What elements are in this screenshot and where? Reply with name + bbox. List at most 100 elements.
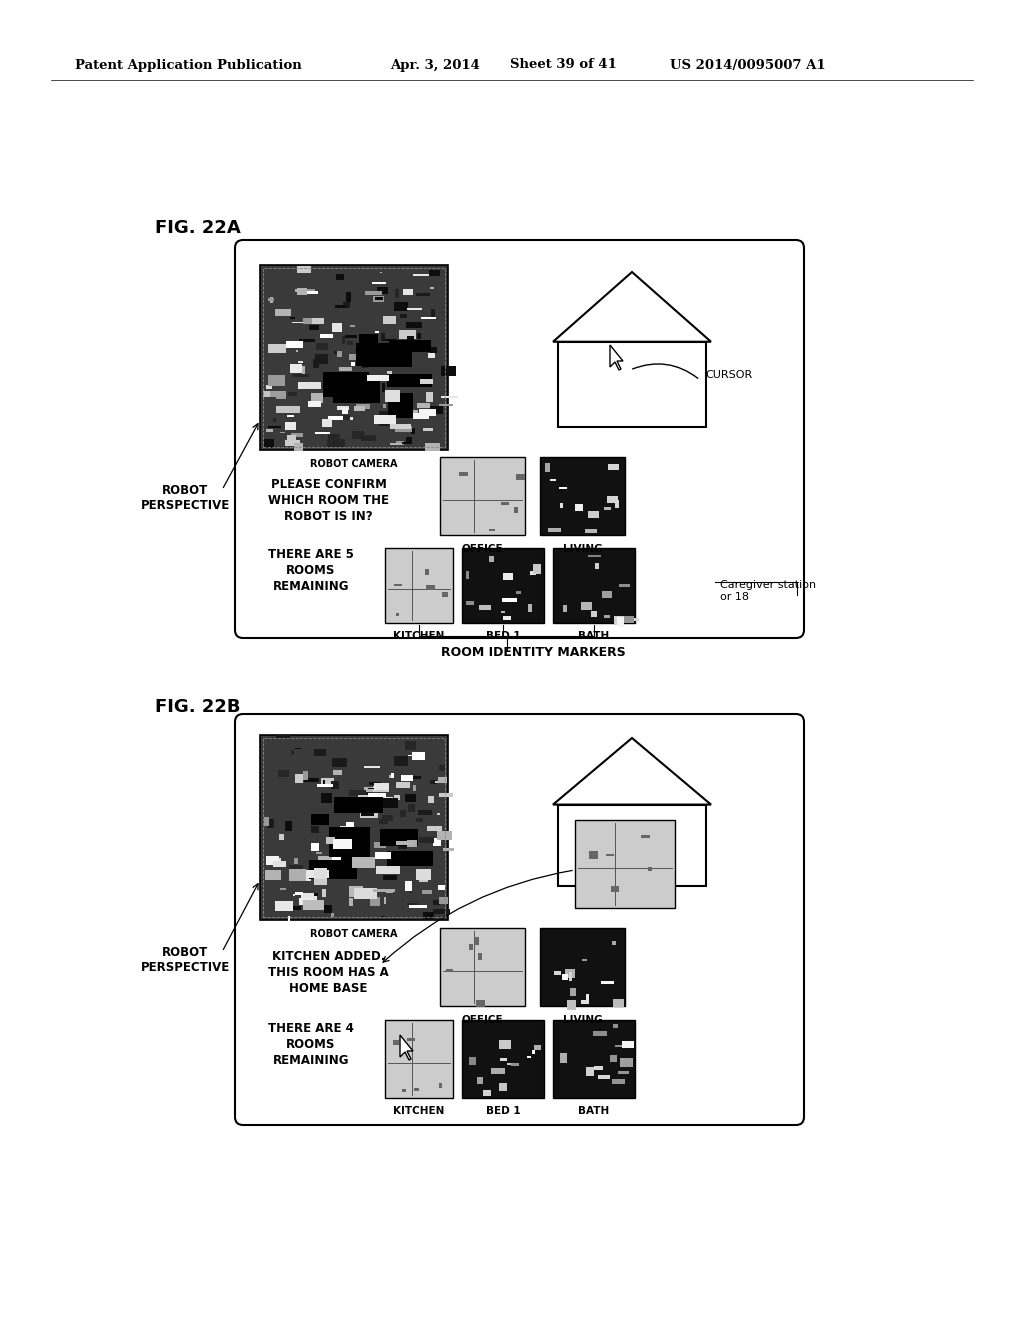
Text: FIG. 22B: FIG. 22B — [155, 698, 241, 715]
Bar — [315, 432, 330, 434]
Bar — [401, 345, 418, 352]
Bar — [319, 334, 333, 338]
Bar — [364, 787, 375, 792]
Bar — [380, 412, 390, 418]
Text: OFFICE: OFFICE — [462, 1015, 504, 1026]
Bar — [385, 1020, 453, 1098]
Bar — [582, 602, 592, 610]
Bar — [303, 318, 312, 325]
Bar — [395, 426, 412, 432]
Bar — [321, 793, 332, 803]
Bar — [545, 462, 550, 473]
Bar — [466, 601, 474, 605]
Bar — [285, 821, 292, 830]
Bar — [313, 879, 327, 886]
Bar — [575, 820, 675, 908]
Bar — [276, 396, 286, 399]
Bar — [430, 405, 443, 414]
Bar — [373, 888, 395, 892]
Bar — [399, 314, 408, 318]
Bar — [593, 1031, 607, 1036]
Bar — [413, 785, 416, 791]
Bar — [412, 751, 425, 759]
Bar — [293, 894, 295, 896]
Bar — [303, 900, 325, 911]
Bar — [382, 351, 393, 359]
Bar — [586, 1067, 594, 1076]
Bar — [335, 305, 346, 309]
Bar — [621, 616, 634, 623]
Bar — [290, 317, 295, 319]
Bar — [263, 268, 445, 447]
Bar — [289, 866, 303, 871]
Bar — [430, 780, 437, 784]
Bar — [299, 871, 311, 880]
Bar — [614, 1045, 625, 1047]
Bar — [479, 605, 490, 610]
Bar — [587, 994, 590, 1001]
Bar — [526, 1056, 531, 1059]
Bar — [340, 826, 350, 832]
Bar — [276, 405, 300, 413]
Bar — [462, 548, 544, 623]
Bar — [264, 440, 273, 447]
Bar — [376, 297, 383, 300]
Bar — [469, 1057, 476, 1065]
Bar — [610, 886, 618, 892]
Bar — [381, 797, 393, 805]
FancyBboxPatch shape — [234, 714, 804, 1125]
Bar — [260, 735, 449, 920]
Bar — [267, 426, 282, 429]
Bar — [501, 1057, 507, 1061]
Bar — [553, 1020, 635, 1098]
Bar — [298, 381, 321, 389]
Bar — [617, 618, 624, 627]
Bar — [322, 890, 327, 896]
Bar — [296, 350, 298, 352]
Bar — [614, 616, 625, 624]
Bar — [352, 857, 375, 867]
Text: Patent Application Publication: Patent Application Publication — [75, 58, 302, 71]
Bar — [335, 797, 383, 813]
Bar — [604, 507, 611, 510]
Bar — [423, 912, 434, 920]
Bar — [530, 570, 536, 574]
Bar — [355, 404, 371, 409]
Bar — [408, 804, 415, 812]
Bar — [324, 906, 332, 913]
Bar — [314, 894, 317, 896]
Bar — [272, 861, 286, 867]
Bar — [275, 902, 293, 911]
Bar — [383, 875, 397, 880]
Bar — [313, 748, 326, 756]
Bar — [605, 854, 614, 857]
Bar — [301, 892, 316, 902]
Bar — [554, 970, 561, 975]
Bar — [379, 818, 388, 825]
Bar — [482, 1090, 492, 1096]
Bar — [581, 1001, 589, 1005]
Bar — [416, 818, 423, 822]
Bar — [332, 913, 334, 917]
Bar — [346, 800, 356, 809]
Bar — [515, 591, 521, 594]
Bar — [438, 884, 445, 890]
Bar — [422, 890, 432, 894]
Bar — [314, 867, 327, 879]
Bar — [309, 861, 357, 879]
Bar — [398, 330, 417, 338]
Bar — [527, 603, 532, 611]
Bar — [558, 805, 706, 886]
Bar — [588, 511, 599, 517]
Bar — [391, 774, 394, 777]
Bar — [553, 548, 635, 623]
Bar — [604, 615, 609, 618]
Bar — [337, 407, 349, 411]
Bar — [302, 289, 314, 292]
Bar — [309, 325, 319, 330]
Bar — [375, 853, 391, 858]
Bar — [390, 444, 401, 445]
Bar — [268, 345, 286, 354]
Bar — [389, 775, 392, 777]
Bar — [328, 434, 340, 442]
